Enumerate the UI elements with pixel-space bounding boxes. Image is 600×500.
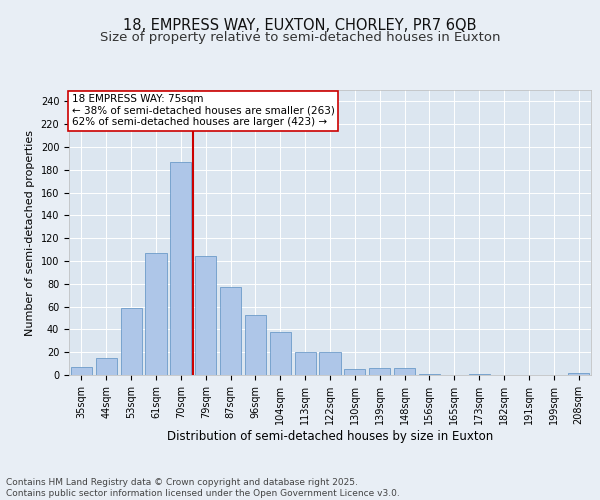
- Bar: [419, 374, 440, 375]
- Bar: [170, 162, 191, 375]
- Bar: [96, 358, 117, 375]
- Bar: [469, 374, 490, 375]
- Bar: [369, 368, 390, 375]
- Bar: [220, 287, 241, 375]
- X-axis label: Distribution of semi-detached houses by size in Euxton: Distribution of semi-detached houses by …: [167, 430, 493, 442]
- Text: 18 EMPRESS WAY: 75sqm
← 38% of semi-detached houses are smaller (263)
62% of sem: 18 EMPRESS WAY: 75sqm ← 38% of semi-deta…: [71, 94, 334, 128]
- Y-axis label: Number of semi-detached properties: Number of semi-detached properties: [25, 130, 35, 336]
- Bar: [121, 308, 142, 375]
- Text: Size of property relative to semi-detached houses in Euxton: Size of property relative to semi-detach…: [100, 31, 500, 44]
- Bar: [270, 332, 291, 375]
- Bar: [344, 370, 365, 375]
- Text: Contains HM Land Registry data © Crown copyright and database right 2025.
Contai: Contains HM Land Registry data © Crown c…: [6, 478, 400, 498]
- Bar: [319, 352, 341, 375]
- Bar: [145, 253, 167, 375]
- Bar: [568, 372, 589, 375]
- Text: 18, EMPRESS WAY, EUXTON, CHORLEY, PR7 6QB: 18, EMPRESS WAY, EUXTON, CHORLEY, PR7 6Q…: [123, 18, 477, 32]
- Bar: [195, 256, 216, 375]
- Bar: [71, 367, 92, 375]
- Bar: [245, 314, 266, 375]
- Bar: [394, 368, 415, 375]
- Bar: [295, 352, 316, 375]
